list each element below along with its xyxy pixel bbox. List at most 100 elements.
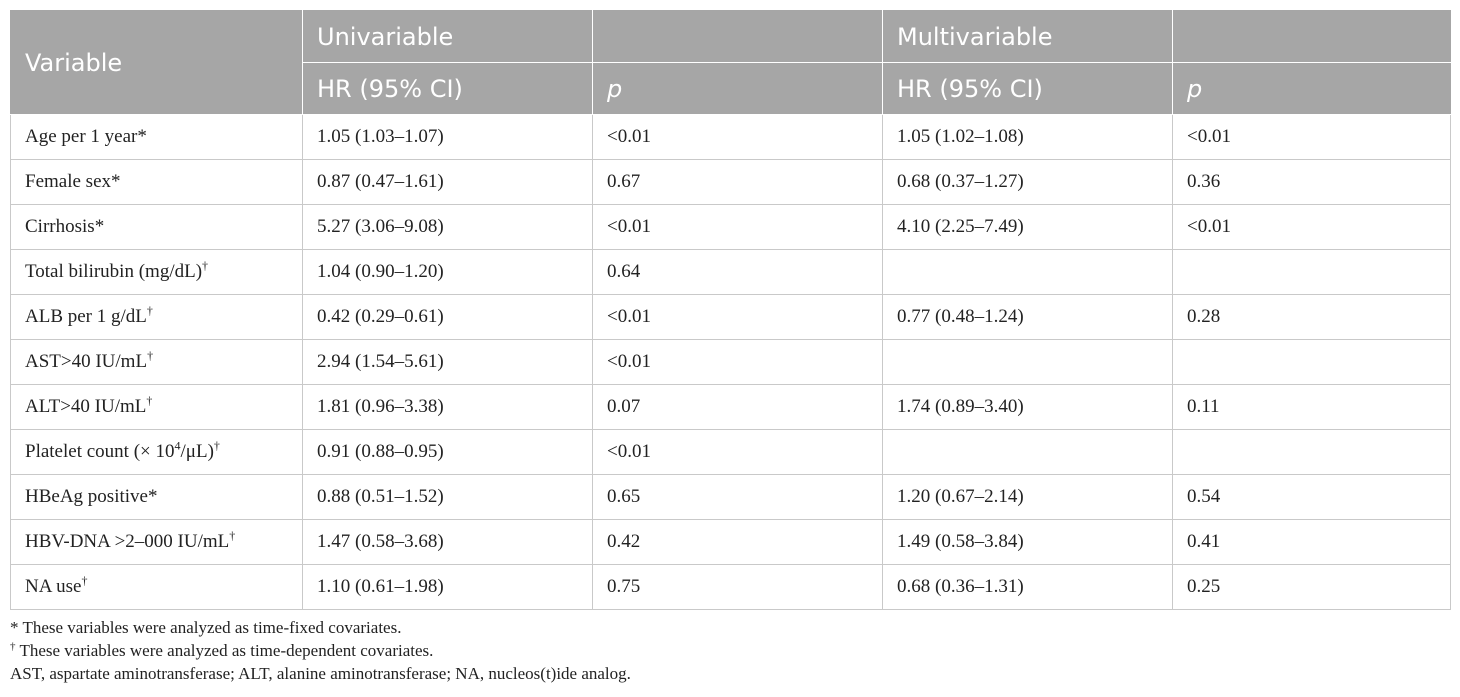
uni-hr-cell: 0.91 (0.88–0.95) [302,429,593,475]
multi-hr-cell: 1.05 (1.02–1.08) [882,114,1173,160]
uni-hr-cell: 5.27 (3.06–9.08) [302,204,593,250]
footnote-abbreviations: AST, aspartate aminotransferase; ALT, al… [10,664,631,683]
uni-p-cell: 0.67 [592,159,883,205]
variable-cell: HBV-DNA >2–000 IU/mL† [10,519,303,565]
multi-p-cell [1172,339,1451,385]
table-row: AST>40 IU/mL† 2.94 (1.54–5.61) <0.01 [10,339,1451,385]
multi-p-cell: 0.11 [1172,384,1451,430]
multi-p-cell: 0.36 [1172,159,1451,205]
footnote-text: These variables were analyzed as time-fi… [18,618,402,637]
multi-hr-cell: 0.77 (0.48–1.24) [882,294,1173,340]
variable-cell: Cirrhosis* [10,204,303,250]
uni-p-cell: 0.65 [592,474,883,520]
header-multivariable: Multivariable [882,10,1173,63]
variable-label-pre: Platelet count (× 10 [25,441,175,462]
variable-cell: ALB per 1 g/dL† [10,294,303,340]
table-header: Variable Univariable Multivariable HR (9… [10,10,1451,115]
footnote-marker: † [147,348,154,363]
uni-p-cell: 0.75 [592,564,883,610]
multi-hr-cell: 4.10 (2.25–7.49) [882,204,1173,250]
uni-hr-cell: 2.94 (1.54–5.61) [302,339,593,385]
footnote-marker: * [94,216,105,237]
multi-p-cell: 0.54 [1172,474,1451,520]
table-row: Age per 1 year* 1.05 (1.03–1.07) <0.01 1… [10,114,1451,160]
footnote-marker: † [146,393,153,408]
table-row: HBeAg positive* 0.88 (0.51–1.52) 0.65 1.… [10,474,1451,520]
variable-cell: AST>40 IU/mL† [10,339,303,385]
header-variable: Variable [10,10,303,115]
footnote-time-fixed: * These variables were analyzed as time-… [10,616,1450,639]
uni-hr-cell: 1.10 (0.61–1.98) [302,564,593,610]
variable-label: Age per 1 year [25,126,138,147]
multi-hr-cell: 1.74 (0.89–3.40) [882,384,1173,430]
header-blank-1 [592,10,883,63]
table-footnotes: * These variables were analyzed as time-… [10,616,1450,685]
uni-hr-cell: 0.87 (0.47–1.61) [302,159,593,205]
variable-cell: Platelet count (× 104/μL)† [10,429,303,475]
uni-hr-cell: 1.05 (1.03–1.07) [302,114,593,160]
superscript-exponent: 4 [174,438,181,453]
multi-hr-cell [882,249,1173,295]
footnote-marker: * [111,171,121,192]
uni-hr-cell: 1.04 (0.90–1.20) [302,249,593,295]
variable-label-post: /μL) [180,441,214,462]
multi-hr-cell: 0.68 (0.37–1.27) [882,159,1173,205]
results-table-container: Variable Univariable Multivariable HR (9… [10,10,1451,610]
footnote-text: These variables were analyzed as time-de… [15,641,434,660]
variable-label: Cirrhosis [25,216,95,237]
footnote-marker: * [137,126,147,147]
footnote-symbol: * [10,618,19,637]
multi-p-cell [1172,249,1451,295]
multi-hr-cell: 1.49 (0.58–3.84) [882,519,1173,565]
variable-cell: Age per 1 year* [10,114,303,160]
table-row: ALT>40 IU/mL† 1.81 (0.96–3.38) 0.07 1.74… [10,384,1451,430]
multi-hr-cell: 1.20 (0.67–2.14) [882,474,1173,520]
header-multi-hr: HR (95% CI) [882,62,1173,115]
variable-label: Female sex [25,171,112,192]
footnote-time-dependent: † These variables were analyzed as time-… [10,639,1450,662]
uni-p-cell: <0.01 [592,114,883,160]
uni-p-cell: <0.01 [592,204,883,250]
variable-cell: HBeAg positive* [10,474,303,520]
variable-label: ALT>40 IU/mL [25,396,147,417]
multi-hr-cell [882,429,1173,475]
uni-p-cell: 0.07 [592,384,883,430]
variable-cell: NA use† [10,564,303,610]
uni-p-cell: 0.64 [592,249,883,295]
uni-hr-cell: 0.88 (0.51–1.52) [302,474,593,520]
header-blank-2 [1172,10,1451,63]
multi-hr-cell: 0.68 (0.36–1.31) [882,564,1173,610]
footnote-marker: † [213,438,220,453]
variable-cell: ALT>40 IU/mL† [10,384,303,430]
variable-cell: Female sex* [10,159,303,205]
uni-hr-cell: 0.42 (0.29–0.61) [302,294,593,340]
multi-p-cell: 0.25 [1172,564,1451,610]
multi-hr-cell [882,339,1173,385]
footnote-marker: † [146,303,153,318]
uni-p-cell: <0.01 [592,339,883,385]
footnote-marker: † [81,573,88,588]
header-multi-p: p [1172,62,1451,115]
table-row: Cirrhosis* 5.27 (3.06–9.08) <0.01 4.10 (… [10,204,1451,250]
header-multi-p-label: p [1187,74,1203,103]
variable-label: AST>40 IU/mL [25,351,148,372]
multi-p-cell: 0.41 [1172,519,1451,565]
uni-p-cell: <0.01 [592,294,883,340]
table-row: ALB per 1 g/dL† 0.42 (0.29–0.61) <0.01 0… [10,294,1451,340]
header-uni-p-label: p [607,74,623,103]
variable-cell: Total bilirubin (mg/dL)† [10,249,303,295]
footnote-marker: * [147,486,158,507]
variable-label: ALB per 1 g/dL [25,306,147,327]
variable-label: HBeAg positive [25,486,148,507]
footnote-marker: † [202,258,209,273]
footnote-marker: † [229,528,236,543]
multi-p-cell [1172,429,1451,475]
hazard-ratio-table: Variable Univariable Multivariable HR (9… [10,10,1451,610]
table-body: Age per 1 year* 1.05 (1.03–1.07) <0.01 1… [10,114,1451,610]
uni-hr-cell: 1.47 (0.58–3.68) [302,519,593,565]
multi-p-cell: <0.01 [1172,204,1451,250]
variable-label: NA use [25,576,82,597]
table-row: Female sex* 0.87 (0.47–1.61) 0.67 0.68 (… [10,159,1451,205]
table-row: NA use† 1.10 (0.61–1.98) 0.75 0.68 (0.36… [10,564,1451,610]
variable-label: Total bilirubin (mg/dL) [25,261,203,282]
